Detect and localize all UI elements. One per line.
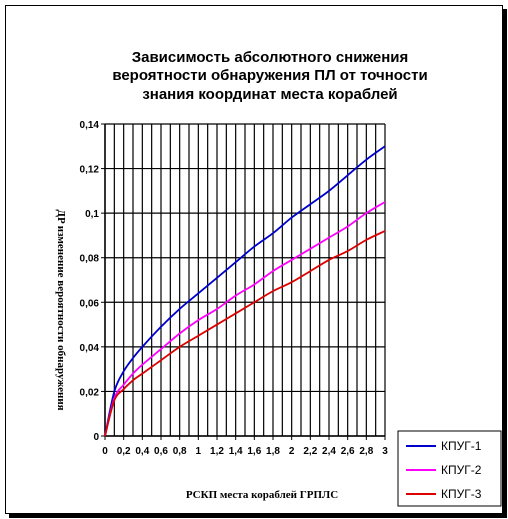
x-tick-label: 2,2: [303, 446, 317, 457]
legend: КПУГ-1 КПУГ-2 КПУГ-3: [397, 430, 502, 507]
y-tick-label: 0,04: [80, 343, 100, 354]
y-axis-label: ДP изменение вероятности обнаружения: [55, 209, 67, 410]
series-line-3: [104, 230, 386, 437]
legend-label-3: КПУГ-3: [441, 487, 482, 501]
y-tick-label: 0,1: [85, 209, 99, 220]
legend-label-2: КПУГ-2: [441, 463, 482, 477]
legend-label-1: КПУГ-1: [441, 439, 482, 453]
y-tick-label: 0,08: [80, 254, 100, 265]
axes: [101, 123, 386, 440]
x-tick-label: 2,8: [359, 446, 373, 457]
x-tick-label: 1,2: [210, 446, 224, 457]
x-tick-label: 3: [382, 446, 388, 457]
series-line-1: [104, 145, 386, 437]
y-tick-label: 0,06: [80, 298, 100, 309]
y-tick-label: 0,12: [80, 165, 100, 176]
chart-title-line-1: Зависимость абсолютного снижения: [132, 49, 409, 66]
x-tick-label: 1,6: [247, 446, 261, 457]
series-line-2: [104, 201, 386, 437]
x-tick-label: 1,8: [266, 446, 280, 457]
x-tick-label: 2: [289, 446, 295, 457]
x-tick-labels: 0 0,2 0,4 0,6 0,8 1 1,2 1,4 1,6 1,8 2 2,2 2,4 2,6 2,8 3: [102, 446, 388, 457]
chart-title-line-2: вероятности обнаружения ПЛ от точности: [112, 67, 427, 84]
y-tick-label: 0,14: [80, 120, 100, 131]
x-tick-label: 0,6: [154, 446, 168, 457]
x-tick-label: 1,4: [229, 446, 243, 457]
chart-title-line-3: знания координат места кораблей: [142, 86, 397, 103]
series-lines: [104, 145, 386, 437]
y-tick-label: 0,02: [80, 387, 100, 398]
x-tick-label: 2,6: [341, 446, 355, 457]
chart-title: Зависимость абсолютного снижения вероятн…: [112, 49, 427, 103]
x-tick-label: 1: [196, 446, 202, 457]
y-tick-labels: 0 0,02 0,04 0,06 0,08 0,1 0,12 0,14: [80, 120, 100, 443]
grid: [104, 123, 386, 437]
x-tick-label: 0,4: [135, 446, 149, 457]
x-tick-label: 0: [102, 446, 108, 457]
x-tick-label: 0,8: [173, 446, 187, 457]
x-tick-label: 0,2: [117, 446, 131, 457]
x-tick-label: 2,4: [322, 446, 336, 457]
x-axis-label: РСКП места кораблей ГРПЛС: [186, 489, 338, 501]
y-tick-label: 0: [93, 432, 99, 443]
